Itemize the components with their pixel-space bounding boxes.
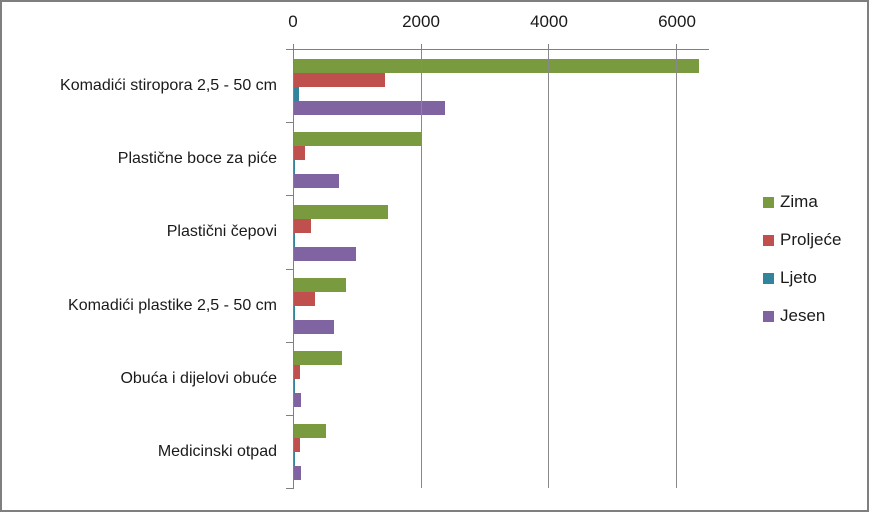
- bar-zima: [294, 424, 326, 439]
- legend-swatch-icon: [763, 310, 774, 322]
- bar-ljeto: [294, 86, 300, 101]
- bar-row: [294, 123, 709, 196]
- category-axis-tick-mark: [286, 195, 294, 197]
- legend-swatch-icon: [763, 272, 774, 284]
- legend-label: Proljeće: [780, 230, 842, 249]
- bar-jesen: [294, 173, 340, 188]
- gridline: [676, 50, 678, 488]
- bar-rows: [294, 50, 709, 489]
- bar-row: [294, 343, 709, 416]
- category-axis-tick-mark: [286, 488, 294, 489]
- x-axis-tick-mark: [420, 44, 422, 52]
- x-axis-tick-label: 2000: [402, 12, 440, 31]
- bar-ljeto: [294, 232, 296, 247]
- category-axis-labels: Komadići stiropora 2,5 - 50 cm Plastične …: [2, 49, 286, 489]
- bar-zima: [294, 351, 342, 366]
- bar-jesen: [294, 466, 302, 481]
- bar-row: [294, 270, 709, 343]
- bar-proljeće: [294, 438, 301, 453]
- category-axis-tick-mark: [286, 341, 294, 343]
- bar-jesen: [294, 246, 356, 261]
- bar-proljeće: [294, 145, 305, 160]
- plot-area: [286, 44, 709, 489]
- bar-ljeto: [294, 379, 296, 394]
- bar-proljeće: [294, 218, 312, 233]
- legend-label: Jesen: [780, 306, 826, 325]
- bar-ljeto: [294, 452, 296, 467]
- bar-zima: [294, 131, 422, 146]
- legend-item: Jesen: [763, 306, 841, 325]
- legend-label: Ljeto: [780, 268, 817, 287]
- x-axis-tick-mark: [293, 44, 294, 52]
- category-axis-tick-mark: [286, 414, 294, 416]
- category-label: Komadići stiropora 2,5 - 50 cm: [60, 76, 277, 94]
- legend-item: Ljeto: [763, 268, 841, 287]
- gridline: [420, 50, 422, 488]
- bar-row: [294, 50, 709, 123]
- bar-zima: [294, 204, 389, 219]
- legend-item: Zima: [763, 192, 841, 211]
- category-axis-tick-mark: [286, 268, 294, 270]
- bar-zima: [294, 58, 700, 73]
- bar-ljeto: [294, 159, 296, 174]
- bar-proljeće: [294, 365, 300, 380]
- x-axis: 0 2000 4000 6000: [288, 12, 709, 34]
- category-label: Plastični čepovi: [166, 223, 277, 241]
- category-label: Medicinski otpad: [157, 443, 277, 461]
- legend-swatch-icon: [763, 234, 774, 246]
- category-label: Komadići plastike 2,5 - 50 cm: [68, 296, 277, 314]
- bar-jesen: [294, 100, 446, 115]
- bar-proljeće: [294, 292, 316, 307]
- bar-zima: [294, 278, 347, 293]
- bar-ljeto: [294, 306, 296, 321]
- category-axis-tick-mark: [286, 49, 294, 50]
- bar-jesen: [294, 320, 335, 335]
- legend-label: Zima: [780, 192, 818, 211]
- bar-proljeće: [294, 72, 386, 87]
- bar-jesen: [294, 393, 302, 408]
- category-axis-tick-mark: [286, 122, 294, 124]
- legend-swatch-icon: [763, 196, 774, 208]
- x-axis-tick-label: 0: [288, 12, 298, 31]
- gridline: [548, 50, 550, 488]
- x-axis-tick-mark: [548, 44, 550, 52]
- x-axis-tick-label: 6000: [658, 12, 696, 31]
- bar-row: [294, 196, 709, 269]
- legend: Zima Proljeće Ljeto Jesen: [763, 192, 842, 345]
- category-label: Plastične boce za piće: [117, 149, 277, 167]
- bar-row: [294, 416, 709, 489]
- legend-item: Proljeće: [763, 230, 842, 249]
- x-axis-tick-mark: [676, 44, 678, 52]
- x-axis-tick-label: 4000: [530, 12, 568, 31]
- category-label: Obuća i dijelovi obuće: [120, 369, 277, 387]
